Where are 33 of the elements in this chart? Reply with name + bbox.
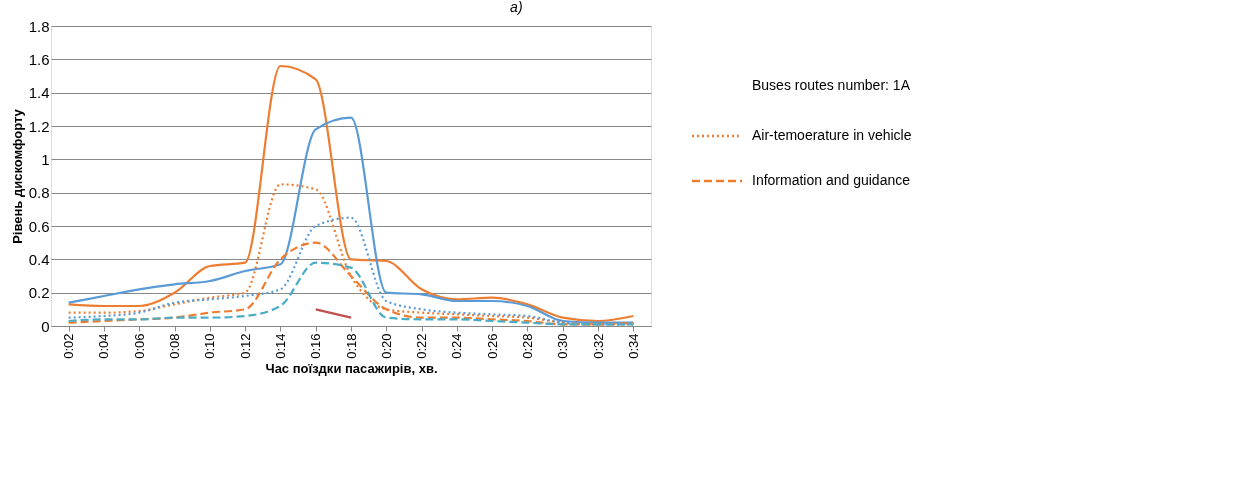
x-tick-label: 0:10 [202, 333, 218, 359]
x-tick-label: 0:08 [167, 333, 183, 359]
x-tick-label: 0:28 [519, 333, 535, 359]
y-tick-label: 1 [41, 150, 50, 168]
x-tick-label: 0:24 [449, 333, 465, 359]
y-tick-label: 0.6 [28, 217, 50, 235]
x-tick-label: 0:20 [378, 333, 394, 359]
x-tick-label: 0:34 [625, 333, 641, 359]
y-tick-label: 1.4 [28, 84, 50, 102]
x-tick-label: 0:18 [343, 333, 359, 359]
legend-title: Buses routes number: 1A [752, 77, 911, 93]
x-tick-label: 0:02 [61, 333, 77, 359]
x-tick-label: 0:26 [484, 333, 500, 359]
text: a) [510, 0, 523, 15]
x-tick-label: 0:12 [237, 333, 253, 359]
y-tick-label: 0.2 [28, 284, 50, 302]
x-tick-label: 0:14 [272, 333, 288, 359]
y-axis-title: Рівень дискомфорту [9, 108, 25, 244]
legend-label: Information and guidance [752, 172, 911, 188]
x-tick-label: 0:30 [555, 333, 571, 359]
y-tick-label: 1.2 [28, 117, 50, 135]
x-tick-label: 0:04 [96, 333, 112, 359]
legend-label: Air-temoerature in vehicle [752, 127, 912, 143]
y-tick-label: 0.4 [28, 250, 50, 268]
y-tick-label: 1.6 [28, 50, 50, 68]
x-tick-label: 0:22 [414, 333, 430, 359]
y-tick-label: 0 [41, 317, 50, 335]
y-tick-label: 0.8 [28, 184, 50, 202]
x-tick-label: 0:16 [308, 333, 324, 359]
y-tick-label: 1.8 [28, 17, 50, 35]
x-tick-label: 0:06 [131, 333, 147, 359]
x-tick-label: 0:32 [590, 333, 606, 359]
x-axis-title: Час поїздки пасажирів, хв. [265, 360, 438, 376]
